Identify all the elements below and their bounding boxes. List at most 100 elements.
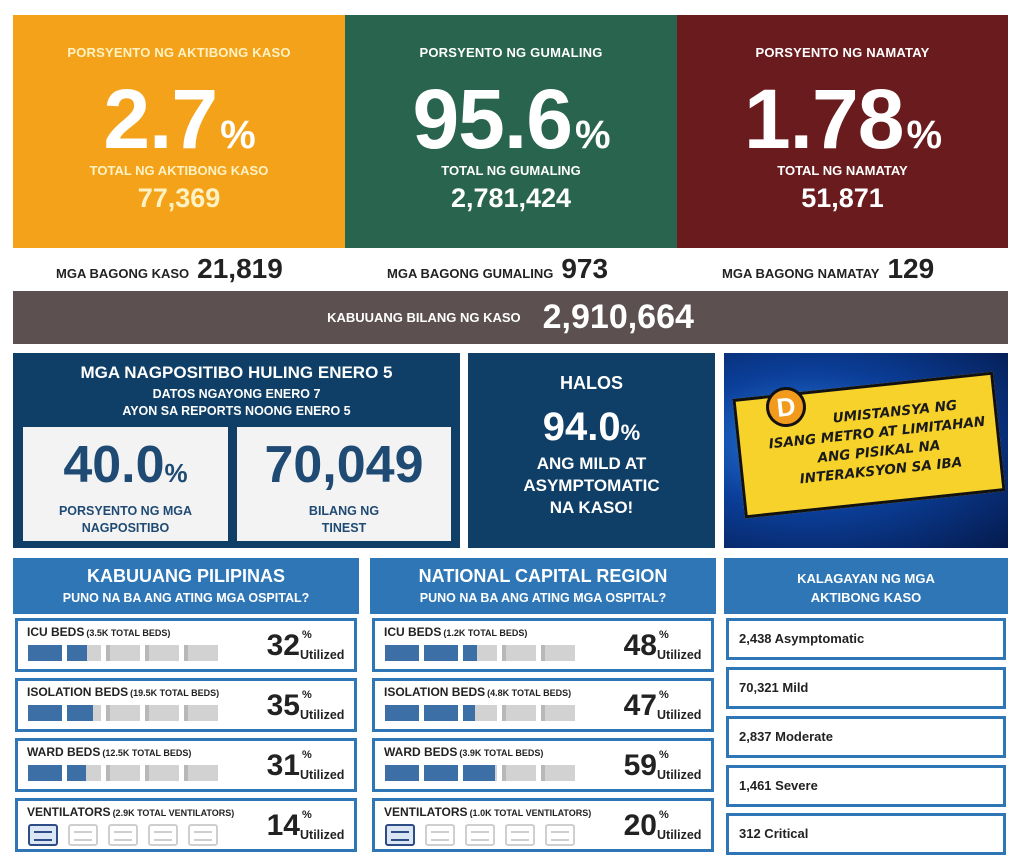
ph-icu-percent: 32 [266, 629, 300, 662]
new-recovered-label: MGA BAGONG GUMALING [387, 266, 554, 281]
ph-icu-row: ICU BEDS (3.5K TOTAL BEDS) 32% Utilized [15, 618, 357, 672]
bed-icon [184, 765, 218, 781]
active-status-header: KALAGAYAN NG MGA AKTIBONG KASO [724, 558, 1008, 614]
bed-icon [106, 705, 140, 721]
deaths-percent-value: 1.78% [743, 72, 942, 166]
mild-percent-value: 94.0% [542, 405, 641, 449]
ventilator-icon [108, 824, 138, 846]
recovered-total-label: TOTAL NG GUMALING [441, 163, 581, 178]
distancing-banner: D UMISTANSYA NG ISANG METRO AT LIMITAHAN… [724, 353, 1008, 548]
status-row-asymptomatic: 2,438 Asymptomatic [726, 618, 1006, 660]
ncr-ventilators-row: VENTILATORS (1.0K TOTAL VENTILATORS) 20% Ut… [372, 798, 714, 852]
ventilator-icon [425, 824, 455, 846]
percent-sign: % [659, 629, 669, 641]
active-percent-label: PORSYENTO NG AKTIBONG KASO [67, 45, 291, 60]
ncr-ventilators-percent: 20 [623, 809, 657, 842]
positivity-rate-label: PORSYENTO NG MGA NAGPOSITIBO [58, 504, 193, 535]
ncr-isolation-percent: 47 [623, 689, 657, 722]
ncr-icu-label: ICU BEDS (1.2K TOTAL BEDS) [384, 625, 528, 639]
utilized-label: Utilized [300, 768, 345, 782]
ventilator-icon [545, 824, 575, 846]
bed-icon [541, 705, 575, 721]
ncr-ventilators-label: VENTILATORS (1.0K TOTAL VENTILATORS) [384, 805, 592, 819]
bed-icon [385, 645, 419, 661]
deaths-panel: PORSYENTO NG NAMATAY 1.78% TOTAL NG NAMA… [677, 15, 1008, 248]
bed-icon [502, 645, 536, 661]
bed-icon [463, 765, 497, 781]
positivity-subtitle-1: DATOS NGAYONG ENERO 7 [152, 387, 321, 401]
status-row-critical: 312 Critical [726, 813, 1006, 855]
percent-sign: % [302, 809, 312, 821]
bed-icon [385, 765, 419, 781]
bed-icon [184, 645, 218, 661]
bed-icon [106, 645, 140, 661]
bed-icon [106, 765, 140, 781]
bed-icon [385, 705, 419, 721]
utilized-label: Utilized [300, 828, 345, 842]
bed-icon [541, 765, 575, 781]
ventilator-icon [68, 824, 98, 846]
ph-hospital-header: KABUUANG PILIPINAS PUNO NA BA ANG ATING … [13, 558, 359, 614]
deaths-total-value: 51,871 [801, 183, 884, 213]
utilized-label: Utilized [657, 828, 702, 842]
ventilator-icon [148, 824, 178, 846]
active-cases-panel: PORSYENTO NG AKTIBONG KASO 2.7% TOTAL NG… [13, 15, 345, 248]
bed-icon [541, 645, 575, 661]
bed-icon [145, 765, 179, 781]
active-percent-value: 2.7% [103, 72, 255, 166]
new-cases-label: MGA BAGONG KASO [56, 266, 190, 281]
status-row-moderate: 2,837 Moderate [726, 716, 1006, 758]
bed-icon [424, 705, 458, 721]
ncr-hospital-header: NATIONAL CAPITAL REGION PUNO NA BA ANG A… [370, 558, 716, 614]
bed-icon [424, 765, 458, 781]
recovered-total-value: 2,781,424 [450, 183, 572, 213]
new-cases: MGA BAGONG KASO 21,819 [56, 253, 283, 289]
recovered-percent-value: 95.6% [412, 72, 610, 166]
new-deaths-value: 129 [887, 253, 935, 284]
bed-icon [28, 705, 62, 721]
utilized-label: Utilized [657, 648, 702, 662]
ncr-hospital-subtitle: PUNO NA BA ANG ATING MGA OSPITAL? [419, 591, 667, 605]
active-status-title: KALAGAYAN NG MGA AKTIBONG KASO [797, 571, 935, 605]
bed-icon [67, 765, 101, 781]
ventilator-icon [188, 824, 218, 846]
ncr-ward-percent: 59 [623, 749, 657, 782]
utilized-label: Utilized [300, 648, 345, 662]
positivity-subtitle-2: AYON SA REPORTS NOONG ENERO 5 [122, 404, 351, 418]
percent-sign: % [302, 689, 312, 701]
new-deaths: MGA BAGONG NAMATAY 129 [722, 253, 934, 289]
ph-ventilators-label: VENTILATORS (2.9K TOTAL VENTILATORS) [27, 805, 235, 819]
ph-ward-row: WARD BEDS (12.5K TOTAL BEDS) 31% Utilized [15, 738, 357, 792]
bed-icon [145, 705, 179, 721]
bed-icon [67, 705, 101, 721]
positivity-rate-value: 40.0% [63, 436, 188, 494]
active-total-label: TOTAL NG AKTIBONG KASO [89, 163, 269, 178]
ph-isolation-row: ISOLATION BEDS (19.5K TOTAL BEDS) 35% Utili… [15, 678, 357, 732]
ph-isolation-label: ISOLATION BEDS (19.5K TOTAL BEDS) [27, 685, 220, 699]
bed-icon [184, 705, 218, 721]
ph-ward-percent: 31 [266, 749, 300, 782]
bed-icon [28, 765, 62, 781]
utilized-label: Utilized [657, 708, 702, 722]
new-recovered: MGA BAGONG GUMALING 973 [387, 253, 608, 289]
utilized-label: Utilized [300, 708, 345, 722]
recovered-percent-label: PORSYENTO NG GUMALING [419, 45, 603, 60]
ncr-icu-percent: 48 [623, 629, 657, 662]
bed-icon [67, 645, 101, 661]
ph-icu-label: ICU BEDS (3.5K TOTAL BEDS) [27, 625, 171, 639]
status-row-mild: 70,321 Mild [726, 667, 1006, 709]
tested-value: 70,049 [264, 436, 424, 494]
ventilator-icon [465, 824, 495, 846]
deaths-percent-label: PORSYENTO NG NAMATAY [755, 45, 930, 60]
mild-asymptomatic-card: HALOS 94.0% ANG MILD AT ASYMPTOMATIC NA … [468, 353, 715, 548]
ph-ward-label: WARD BEDS (12.5K TOTAL BEDS) [27, 745, 192, 759]
bed-icon [424, 645, 458, 661]
total-cases-value: 2,910,664 [542, 298, 694, 336]
tested-label: BILANG NG TINEST [308, 504, 380, 535]
mild-description: ANG MILD AT ASYMPTOMATIC NA KASO! [523, 454, 660, 518]
bed-icon [145, 645, 179, 661]
percent-sign: % [659, 749, 669, 761]
ncr-ward-row: WARD BEDS (3.9K TOTAL BEDS) 59% Utilized [372, 738, 714, 792]
ph-hospital-subtitle: PUNO NA BA ANG ATING MGA OSPITAL? [62, 591, 310, 605]
ncr-hospital-title: NATIONAL CAPITAL REGION [418, 566, 668, 586]
